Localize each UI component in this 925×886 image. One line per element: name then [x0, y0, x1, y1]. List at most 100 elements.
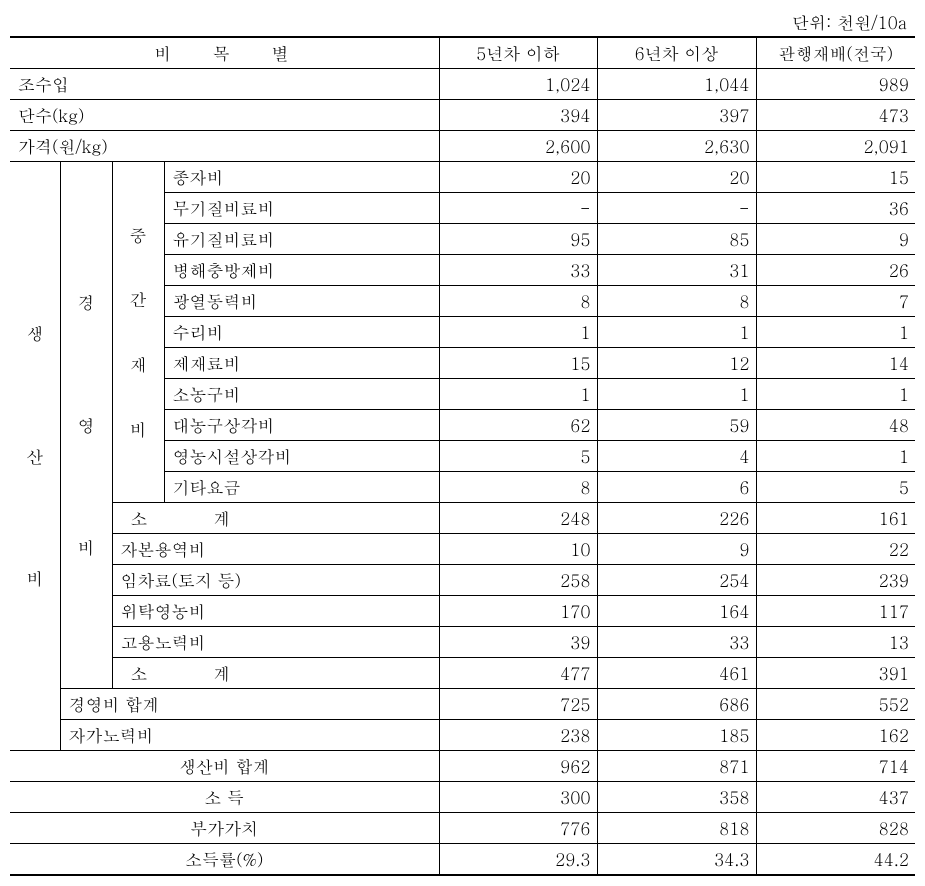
table-row: 위탁영농비 170 164 117	[10, 596, 915, 627]
cell: 31	[597, 255, 756, 286]
cell: 117	[756, 596, 915, 627]
row-label: 종자비	[164, 162, 439, 193]
table-row: 소 득 300 358 437	[10, 782, 915, 813]
table-row: 자가노력비 238 185 162	[10, 720, 915, 751]
cell: 22	[756, 534, 915, 565]
cell: 828	[756, 813, 915, 844]
cell: 477	[439, 658, 597, 689]
cell: 8	[597, 286, 756, 317]
cell: 437	[756, 782, 915, 813]
cell: 33	[439, 255, 597, 286]
row-label: 경영비 합계	[60, 689, 439, 720]
cell: 9	[597, 534, 756, 565]
cell: 5	[439, 441, 597, 472]
header-category: 비 목 별	[10, 37, 439, 69]
cell: 8	[439, 286, 597, 317]
header-col3: 관행재배(전국)	[756, 37, 915, 69]
cell: 1	[597, 379, 756, 410]
row-label: 소득률(%)	[10, 844, 439, 876]
row-label: 대농구상각비	[164, 410, 439, 441]
cell: 95	[439, 224, 597, 255]
cell: 13	[756, 627, 915, 658]
cell: 20	[597, 162, 756, 193]
cell: 397	[597, 100, 756, 131]
cell: 989	[756, 69, 915, 100]
cell: 6	[597, 472, 756, 503]
table-row: 자본용역비 10 9 22	[10, 534, 915, 565]
row-label: 자가노력비	[60, 720, 439, 751]
cell: 26	[756, 255, 915, 286]
row-label: 생산비 합계	[10, 751, 439, 782]
row-label: 무기질비료비	[164, 193, 439, 224]
row-label: 수리비	[164, 317, 439, 348]
row-label: 병해충방제비	[164, 255, 439, 286]
table-row: 조수입 1,024 1,044 989	[10, 69, 915, 100]
unit-label: 단위: 천원/10a	[10, 10, 915, 36]
row-label: 광열동력비	[164, 286, 439, 317]
cell: 1	[439, 317, 597, 348]
cell: 33	[597, 627, 756, 658]
cell: 10	[439, 534, 597, 565]
header-col1: 5년차 이하	[439, 37, 597, 69]
cell: 85	[597, 224, 756, 255]
row-label: 유기질비료비	[164, 224, 439, 255]
cell: 12	[597, 348, 756, 379]
row-label: 임차료(토지 등)	[112, 565, 439, 596]
cell: 725	[439, 689, 597, 720]
cell: 1	[597, 317, 756, 348]
cell: 20	[439, 162, 597, 193]
row-label: 가격(원/kg)	[10, 131, 439, 162]
cell: 185	[597, 720, 756, 751]
cell: 776	[439, 813, 597, 844]
cell: 1	[756, 379, 915, 410]
cell: 15	[439, 348, 597, 379]
cell: 170	[439, 596, 597, 627]
table-header-row: 비 목 별 5년차 이하 6년차 이상 관행재배(전국)	[10, 37, 915, 69]
cell: 1	[756, 441, 915, 472]
group-intermediate-cost: 중간재비	[112, 162, 164, 503]
cell: 686	[597, 689, 756, 720]
cell: 161	[756, 503, 915, 534]
row-label: 자본용역비	[112, 534, 439, 565]
cell: 14	[756, 348, 915, 379]
cell: 2,600	[439, 131, 597, 162]
cell: 164	[597, 596, 756, 627]
row-label: 조수입	[10, 69, 439, 100]
cell: 48	[756, 410, 915, 441]
row-label: 위탁영농비	[112, 596, 439, 627]
cell: 962	[439, 751, 597, 782]
table-row: 고용노력비 39 33 13	[10, 627, 915, 658]
cell: 391	[756, 658, 915, 689]
row-label: 부가가치	[10, 813, 439, 844]
row-label: 제재료비	[164, 348, 439, 379]
row-label: 고용노력비	[112, 627, 439, 658]
cell: 714	[756, 751, 915, 782]
cell: 59	[597, 410, 756, 441]
cell: 36	[756, 193, 915, 224]
group-production-cost: 생산비	[10, 162, 60, 751]
cell: 7	[756, 286, 915, 317]
table-row: 부가가치 776 818 828	[10, 813, 915, 844]
row-label: 영농시설상각비	[164, 441, 439, 472]
cell: 552	[756, 689, 915, 720]
table-row: 경영비 합계 725 686 552	[10, 689, 915, 720]
row-label: 소 계	[112, 658, 439, 689]
cell: 9	[756, 224, 915, 255]
row-label: 소 득	[10, 782, 439, 813]
cost-table: 비 목 별 5년차 이하 6년차 이상 관행재배(전국) 조수입 1,024 1…	[10, 36, 915, 876]
cell: 461	[597, 658, 756, 689]
row-label: 기타요금	[164, 472, 439, 503]
cell: 4	[597, 441, 756, 472]
cell: 44.2	[756, 844, 915, 876]
cell: 248	[439, 503, 597, 534]
cell: 29.3	[439, 844, 597, 876]
cell: -	[439, 193, 597, 224]
cell: 2,630	[597, 131, 756, 162]
cell: 15	[756, 162, 915, 193]
table-row: 임차료(토지 등) 258 254 239	[10, 565, 915, 596]
cell: 1,024	[439, 69, 597, 100]
row-label: 단수(kg)	[10, 100, 439, 131]
cell: 226	[597, 503, 756, 534]
cell: 1	[756, 317, 915, 348]
cell: 2,091	[756, 131, 915, 162]
